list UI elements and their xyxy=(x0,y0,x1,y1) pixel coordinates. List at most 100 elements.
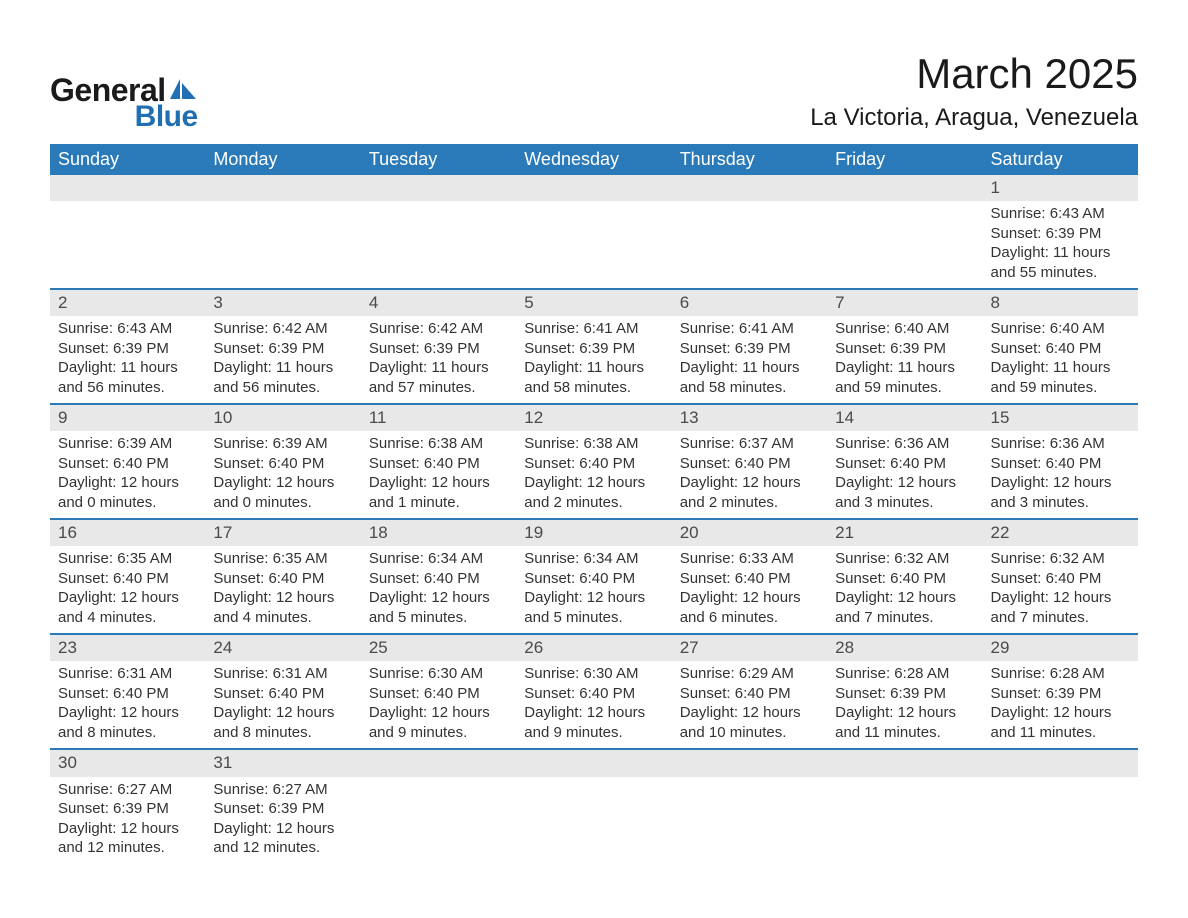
day-content-cell: Sunrise: 6:42 AMSunset: 6:39 PMDaylight:… xyxy=(361,316,516,404)
daynum-row: 9101112131415 xyxy=(50,404,1138,431)
day-number-cell xyxy=(516,749,671,776)
daylight-text: Daylight: 11 hours xyxy=(991,243,1130,263)
sunrise-text: Sunrise: 6:27 AM xyxy=(213,780,352,800)
day-content-cell: Sunrise: 6:39 AMSunset: 6:40 PMDaylight:… xyxy=(50,431,205,519)
day-number-cell: 19 xyxy=(516,519,671,546)
daylight-text: Daylight: 12 hours xyxy=(58,703,197,723)
daylight-text: and 9 minutes. xyxy=(524,723,663,743)
sunrise-text: Sunrise: 6:29 AM xyxy=(680,664,819,684)
sunrise-text: Sunrise: 6:27 AM xyxy=(58,780,197,800)
sunrise-text: Sunrise: 6:43 AM xyxy=(58,319,197,339)
daylight-text: Daylight: 12 hours xyxy=(58,819,197,839)
daylight-text: and 2 minutes. xyxy=(680,493,819,513)
sunrise-text: Sunrise: 6:42 AM xyxy=(369,319,508,339)
day-content-cell: Sunrise: 6:27 AMSunset: 6:39 PMDaylight:… xyxy=(50,777,205,864)
daylight-text: and 56 minutes. xyxy=(58,378,197,398)
day-header: Wednesday xyxy=(516,144,671,175)
sunrise-text: Sunrise: 6:34 AM xyxy=(524,549,663,569)
day-content-cell: Sunrise: 6:38 AMSunset: 6:40 PMDaylight:… xyxy=(361,431,516,519)
day-number-cell xyxy=(205,175,360,201)
day-content-cell: Sunrise: 6:27 AMSunset: 6:39 PMDaylight:… xyxy=(205,777,360,864)
daylight-text: and 2 minutes. xyxy=(524,493,663,513)
daylight-text: Daylight: 12 hours xyxy=(213,819,352,839)
sunrise-text: Sunrise: 6:39 AM xyxy=(58,434,197,454)
day-content-cell xyxy=(516,201,671,289)
day-content-cell: Sunrise: 6:31 AMSunset: 6:40 PMDaylight:… xyxy=(50,661,205,749)
day-number-cell xyxy=(672,749,827,776)
sunset-text: Sunset: 6:40 PM xyxy=(369,454,508,474)
daylight-text: Daylight: 12 hours xyxy=(680,473,819,493)
daylight-text: and 0 minutes. xyxy=(58,493,197,513)
day-number-cell xyxy=(983,749,1138,776)
day-number-cell: 21 xyxy=(827,519,982,546)
daylight-text: Daylight: 12 hours xyxy=(524,473,663,493)
sunset-text: Sunset: 6:39 PM xyxy=(369,339,508,359)
sunrise-text: Sunrise: 6:30 AM xyxy=(369,664,508,684)
daylight-text: Daylight: 12 hours xyxy=(991,473,1130,493)
daylight-text: Daylight: 12 hours xyxy=(991,588,1130,608)
day-content-cell: Sunrise: 6:28 AMSunset: 6:39 PMDaylight:… xyxy=(827,661,982,749)
daylight-text: Daylight: 12 hours xyxy=(835,703,974,723)
day-content-cell xyxy=(827,777,982,864)
daylight-text: and 11 minutes. xyxy=(835,723,974,743)
content-row: Sunrise: 6:31 AMSunset: 6:40 PMDaylight:… xyxy=(50,661,1138,749)
day-content-cell: Sunrise: 6:32 AMSunset: 6:40 PMDaylight:… xyxy=(827,546,982,634)
content-row: Sunrise: 6:43 AMSunset: 6:39 PMDaylight:… xyxy=(50,316,1138,404)
daylight-text: Daylight: 11 hours xyxy=(680,358,819,378)
day-number-cell xyxy=(672,175,827,201)
daylight-text: Daylight: 11 hours xyxy=(58,358,197,378)
sunrise-text: Sunrise: 6:37 AM xyxy=(680,434,819,454)
day-content-cell: Sunrise: 6:41 AMSunset: 6:39 PMDaylight:… xyxy=(516,316,671,404)
sunset-text: Sunset: 6:40 PM xyxy=(835,454,974,474)
day-number-cell: 5 xyxy=(516,289,671,316)
day-content-cell xyxy=(827,201,982,289)
day-content-cell xyxy=(50,201,205,289)
calendar-table: Sunday Monday Tuesday Wednesday Thursday… xyxy=(50,144,1138,864)
daylight-text: and 12 minutes. xyxy=(58,838,197,858)
daylight-text: and 11 minutes. xyxy=(991,723,1130,743)
day-number-cell xyxy=(516,175,671,201)
sunset-text: Sunset: 6:40 PM xyxy=(991,454,1130,474)
day-number-cell xyxy=(827,175,982,201)
day-number-cell: 11 xyxy=(361,404,516,431)
sunrise-text: Sunrise: 6:35 AM xyxy=(58,549,197,569)
day-number-cell xyxy=(50,175,205,201)
sunset-text: Sunset: 6:39 PM xyxy=(58,339,197,359)
day-content-cell: Sunrise: 6:40 AMSunset: 6:39 PMDaylight:… xyxy=(827,316,982,404)
day-number-cell: 26 xyxy=(516,634,671,661)
sunrise-text: Sunrise: 6:38 AM xyxy=(524,434,663,454)
sunrise-text: Sunrise: 6:36 AM xyxy=(991,434,1130,454)
day-header: Tuesday xyxy=(361,144,516,175)
day-number-cell: 8 xyxy=(983,289,1138,316)
day-content-cell: Sunrise: 6:32 AMSunset: 6:40 PMDaylight:… xyxy=(983,546,1138,634)
daylight-text: Daylight: 12 hours xyxy=(58,473,197,493)
daylight-text: Daylight: 11 hours xyxy=(213,358,352,378)
daynum-row: 2345678 xyxy=(50,289,1138,316)
daylight-text: and 7 minutes. xyxy=(835,608,974,628)
daylight-text: and 9 minutes. xyxy=(369,723,508,743)
sunrise-text: Sunrise: 6:40 AM xyxy=(991,319,1130,339)
daylight-text: and 59 minutes. xyxy=(835,378,974,398)
sunset-text: Sunset: 6:39 PM xyxy=(213,339,352,359)
sunset-text: Sunset: 6:40 PM xyxy=(58,454,197,474)
sunrise-text: Sunrise: 6:39 AM xyxy=(213,434,352,454)
day-header: Friday xyxy=(827,144,982,175)
day-content-cell: Sunrise: 6:35 AMSunset: 6:40 PMDaylight:… xyxy=(205,546,360,634)
daylight-text: Daylight: 12 hours xyxy=(369,703,508,723)
sunset-text: Sunset: 6:39 PM xyxy=(524,339,663,359)
daylight-text: Daylight: 12 hours xyxy=(835,588,974,608)
daylight-text: Daylight: 12 hours xyxy=(524,588,663,608)
sunset-text: Sunset: 6:39 PM xyxy=(213,799,352,819)
day-header: Saturday xyxy=(983,144,1138,175)
content-row: Sunrise: 6:27 AMSunset: 6:39 PMDaylight:… xyxy=(50,777,1138,864)
daylight-text: and 6 minutes. xyxy=(680,608,819,628)
day-content-cell xyxy=(361,777,516,864)
brand-logo: General Blue xyxy=(50,74,198,132)
daylight-text: and 0 minutes. xyxy=(213,493,352,513)
day-number-cell: 20 xyxy=(672,519,827,546)
sunrise-text: Sunrise: 6:28 AM xyxy=(991,664,1130,684)
day-content-cell: Sunrise: 6:36 AMSunset: 6:40 PMDaylight:… xyxy=(827,431,982,519)
day-content-cell: Sunrise: 6:36 AMSunset: 6:40 PMDaylight:… xyxy=(983,431,1138,519)
calendar-header-row: Sunday Monday Tuesday Wednesday Thursday… xyxy=(50,144,1138,175)
day-number-cell xyxy=(361,175,516,201)
